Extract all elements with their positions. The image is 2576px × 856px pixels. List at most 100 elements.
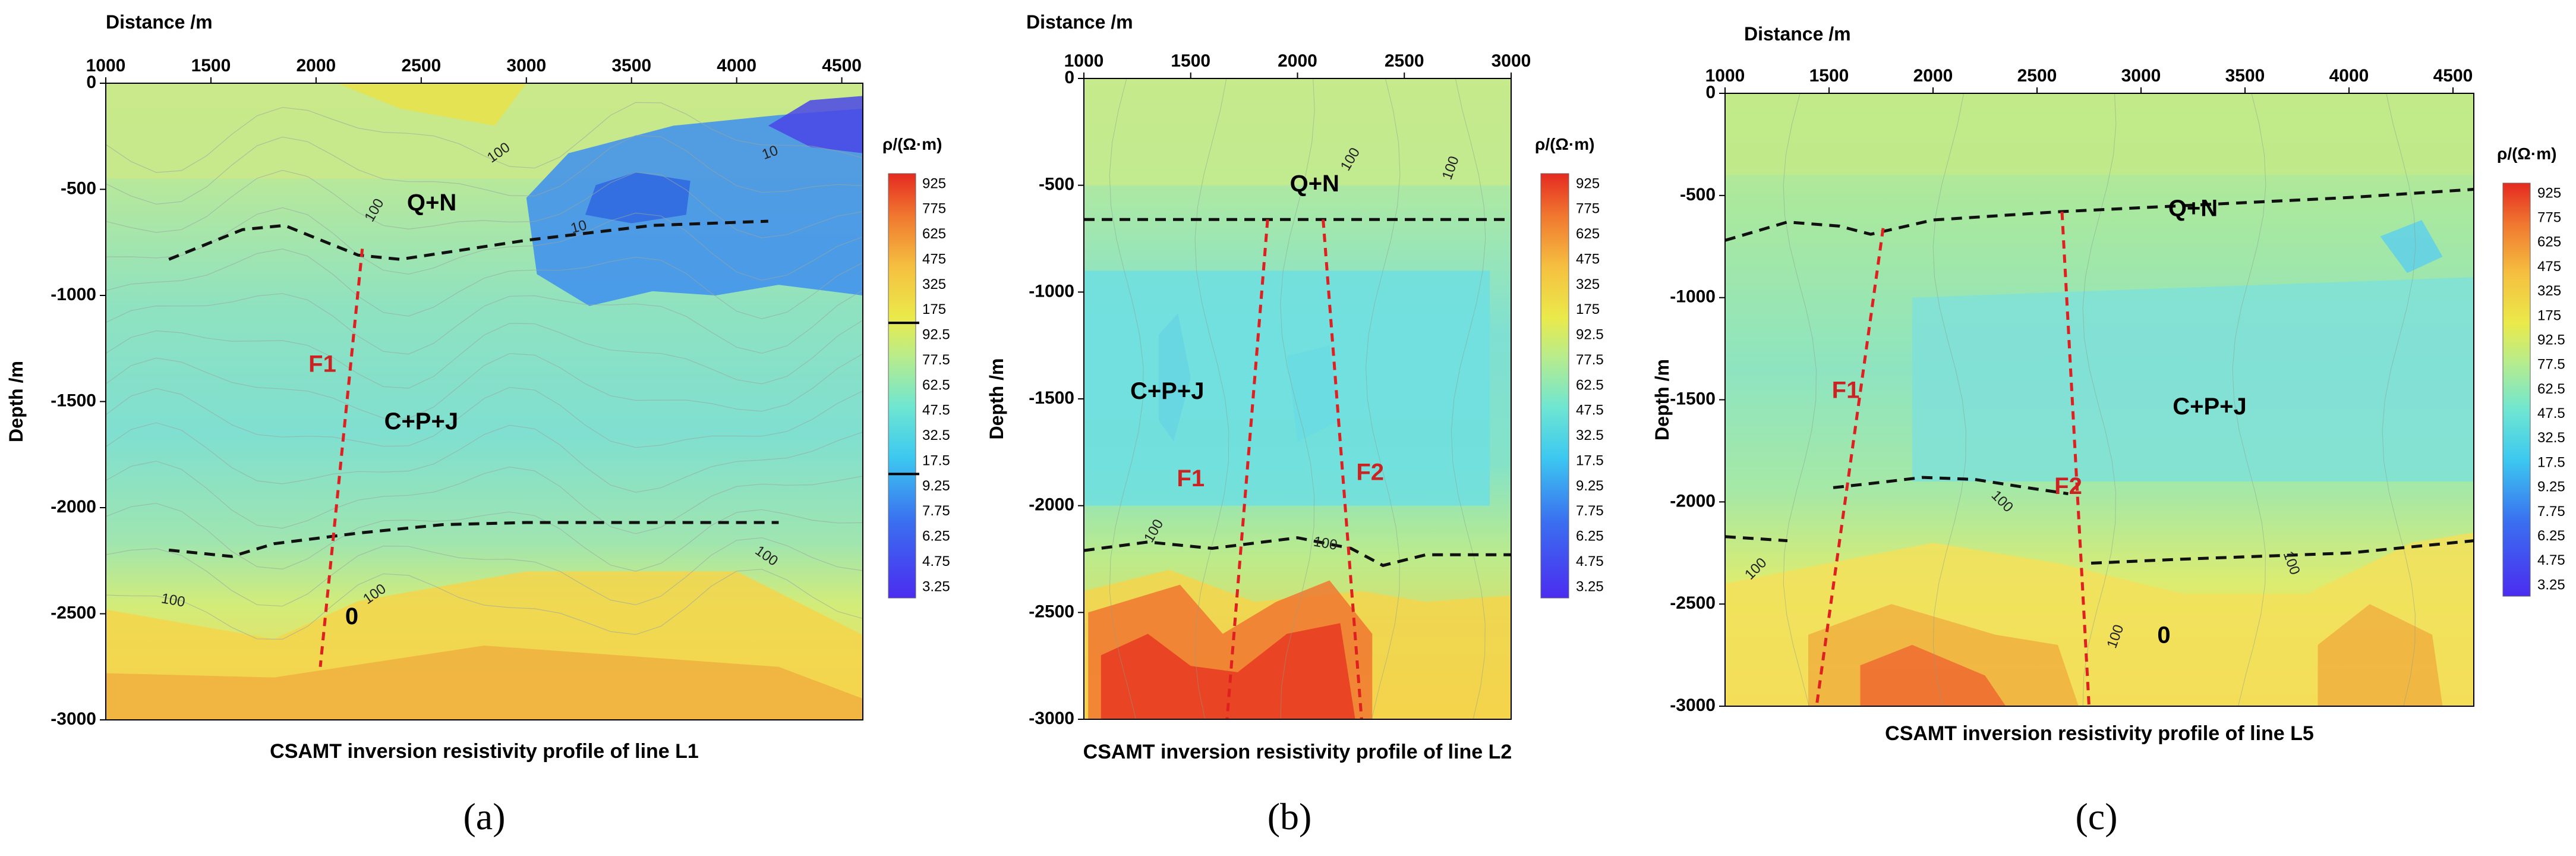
contour-line xyxy=(1109,78,1144,719)
unit-label: 0 xyxy=(345,603,358,630)
y-tick-label: -1000 xyxy=(51,285,96,304)
contour-line xyxy=(106,207,863,281)
colorbar-level: 325 xyxy=(922,276,946,292)
colorbar-level: 32.5 xyxy=(922,427,950,443)
panel-label: (c) xyxy=(2075,795,2117,838)
fault-line-f1 xyxy=(1815,228,1885,706)
chart-caption: CSAMT inversion resistivity profile of l… xyxy=(270,740,699,763)
strata-boundary-1 xyxy=(1725,535,1788,543)
colorbar-level: 77.5 xyxy=(2537,357,2565,373)
x-tick-label: 4000 xyxy=(2329,66,2369,86)
unit-label: F1 xyxy=(308,351,336,377)
colorbar-level: 3.25 xyxy=(2537,577,2565,593)
contour-line xyxy=(2232,93,2266,706)
unit-label: Q+N xyxy=(1290,171,1339,197)
y-tick-label: -2000 xyxy=(1029,495,1074,515)
unit-label: C+P+J xyxy=(384,408,459,435)
x-tick-label: 3500 xyxy=(611,56,651,75)
y-tick-label: -1000 xyxy=(1029,281,1074,301)
colorbar-level: 7.75 xyxy=(2537,503,2565,520)
y-tick-label: -3000 xyxy=(1029,709,1074,728)
colorbar-title: ρ/(Ω·m) xyxy=(882,135,942,153)
x-tick-label: 3000 xyxy=(1492,51,1531,71)
y-tick-label: -3000 xyxy=(1670,696,1716,715)
x-tick-label: 1500 xyxy=(191,56,231,75)
colorbar-level: 92.5 xyxy=(2537,332,2565,348)
y-tick-label: 0 xyxy=(86,73,96,92)
strata-boundary-0 xyxy=(168,219,768,261)
panel-label: (a) xyxy=(463,795,505,838)
unit-label: F1 xyxy=(1177,465,1205,492)
y-axis-title: Depth /m xyxy=(1651,359,1673,440)
colorbar-level: 6.25 xyxy=(2537,528,2565,544)
x-tick-label: 1000 xyxy=(1064,51,1104,71)
strata-boundary-0 xyxy=(1725,188,2474,242)
contour-line xyxy=(106,102,863,173)
resistivity-zone-6 xyxy=(1084,270,1490,506)
y-tick-label: -2500 xyxy=(1029,602,1074,621)
resistivity-zone-3 xyxy=(526,108,863,306)
y-tick-label: -1500 xyxy=(1029,388,1074,408)
y-tick-label: -2500 xyxy=(1670,593,1716,613)
colorbar xyxy=(1540,173,1569,599)
contour-line xyxy=(106,503,863,572)
x-tick-label: 2000 xyxy=(297,56,336,75)
y-tick-label: -1500 xyxy=(51,391,96,410)
x-tick-label: 1500 xyxy=(1171,51,1210,71)
y-tick-label: -500 xyxy=(1680,185,1716,204)
colorbar-level: 47.5 xyxy=(2537,405,2565,421)
x-tick-label: 1500 xyxy=(1809,66,1849,86)
y-tick-label: -500 xyxy=(61,178,96,198)
contour-line xyxy=(1932,93,1966,706)
contour-line xyxy=(106,422,863,493)
x-axis-title: Distance /m xyxy=(106,11,213,33)
colorbar-level: 6.25 xyxy=(1576,528,1604,545)
colorbar-level: 625 xyxy=(1576,226,1600,242)
contour-line xyxy=(106,289,863,355)
resistivity-zone-6 xyxy=(337,83,526,126)
unit-label: Q+N xyxy=(407,190,456,216)
contour-line xyxy=(1280,78,1315,719)
colorbar-level: 625 xyxy=(922,226,946,242)
x-tick-label: 3000 xyxy=(2121,66,2161,86)
contour-line xyxy=(2082,93,2117,706)
fault-line-f1 xyxy=(319,248,364,668)
colorbar-level: 4.75 xyxy=(2537,552,2565,568)
contour-line xyxy=(106,353,863,419)
contour-line xyxy=(106,461,863,534)
colorbar-level: 3.25 xyxy=(1576,578,1604,594)
y-axis-title: Depth /m xyxy=(986,358,1007,440)
colorbar-level: 47.5 xyxy=(1576,402,1604,418)
resistivity-zone-5 xyxy=(768,96,863,153)
resistivity-zone-4 xyxy=(2318,604,2443,706)
strata-boundary-1 xyxy=(1084,536,1511,567)
x-tick-label: 4000 xyxy=(717,56,756,75)
resistivity-zone-3 xyxy=(1860,644,2006,706)
colorbar-level: 17.5 xyxy=(922,452,950,468)
unit-label: F1 xyxy=(1832,377,1860,403)
resistivity-zone-4 xyxy=(585,172,690,224)
colorbar-level: 925 xyxy=(922,175,946,191)
contour-line xyxy=(2382,93,2416,706)
y-tick-label: 0 xyxy=(1064,68,1074,87)
x-tick-label: 1000 xyxy=(1705,66,1745,86)
colorbar-level: 925 xyxy=(2537,185,2561,201)
y-tick-label: -1500 xyxy=(1670,389,1716,408)
resistivity-zone-2 xyxy=(106,646,863,720)
colorbar-level: 92.5 xyxy=(1576,327,1604,343)
colorbar-level: 17.5 xyxy=(1576,452,1604,468)
unit-label: C+P+J xyxy=(1130,378,1205,404)
strata-boundary-2 xyxy=(1833,476,2069,496)
colorbar-level: 7.75 xyxy=(922,503,950,519)
contour-line xyxy=(106,537,863,607)
y-tick-label: -2500 xyxy=(51,603,96,622)
colorbar-level: 625 xyxy=(2537,234,2561,250)
x-tick-label: 3500 xyxy=(2225,66,2265,86)
resistivity-zone-0 xyxy=(1725,93,2474,175)
x-tick-label: 4500 xyxy=(2433,66,2473,86)
y-tick-label: -500 xyxy=(1039,175,1074,194)
unit-label: F2 xyxy=(1356,459,1384,485)
contour-line xyxy=(1783,93,1817,706)
colorbar-level: 475 xyxy=(1576,251,1600,267)
